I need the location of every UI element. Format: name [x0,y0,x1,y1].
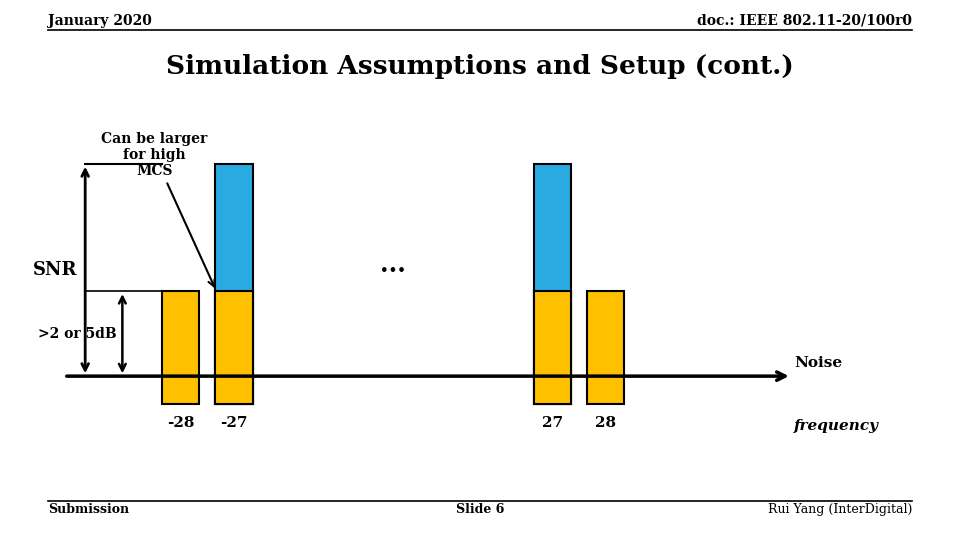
Text: ...: ... [380,253,406,277]
Bar [215,291,252,404]
Text: Noise: Noise [794,356,843,370]
Text: >2 or 5dB: >2 or 5dB [38,327,117,341]
Bar [215,164,252,404]
Text: Submission: Submission [48,503,130,516]
Text: Rui Yang (InterDigital): Rui Yang (InterDigital) [768,503,912,516]
Text: 27: 27 [542,416,564,430]
Bar [534,291,571,404]
Bar [534,291,571,404]
Text: -28: -28 [167,416,195,430]
Text: 28: 28 [595,416,616,430]
Text: -27: -27 [220,416,248,430]
Text: Can be larger
for high
MCS: Can be larger for high MCS [101,132,214,287]
Bar [588,291,624,404]
Text: doc.: IEEE 802.11-20/100r0: doc.: IEEE 802.11-20/100r0 [697,14,912,28]
Bar [534,164,571,404]
Text: Slide 6: Slide 6 [456,503,504,516]
Text: frequency: frequency [794,418,879,433]
Text: January 2020: January 2020 [48,14,152,28]
Text: SNR: SNR [33,261,77,279]
Text: Simulation Assumptions and Setup (cont.): Simulation Assumptions and Setup (cont.) [166,54,794,79]
Bar [215,291,252,404]
Bar [162,291,200,404]
